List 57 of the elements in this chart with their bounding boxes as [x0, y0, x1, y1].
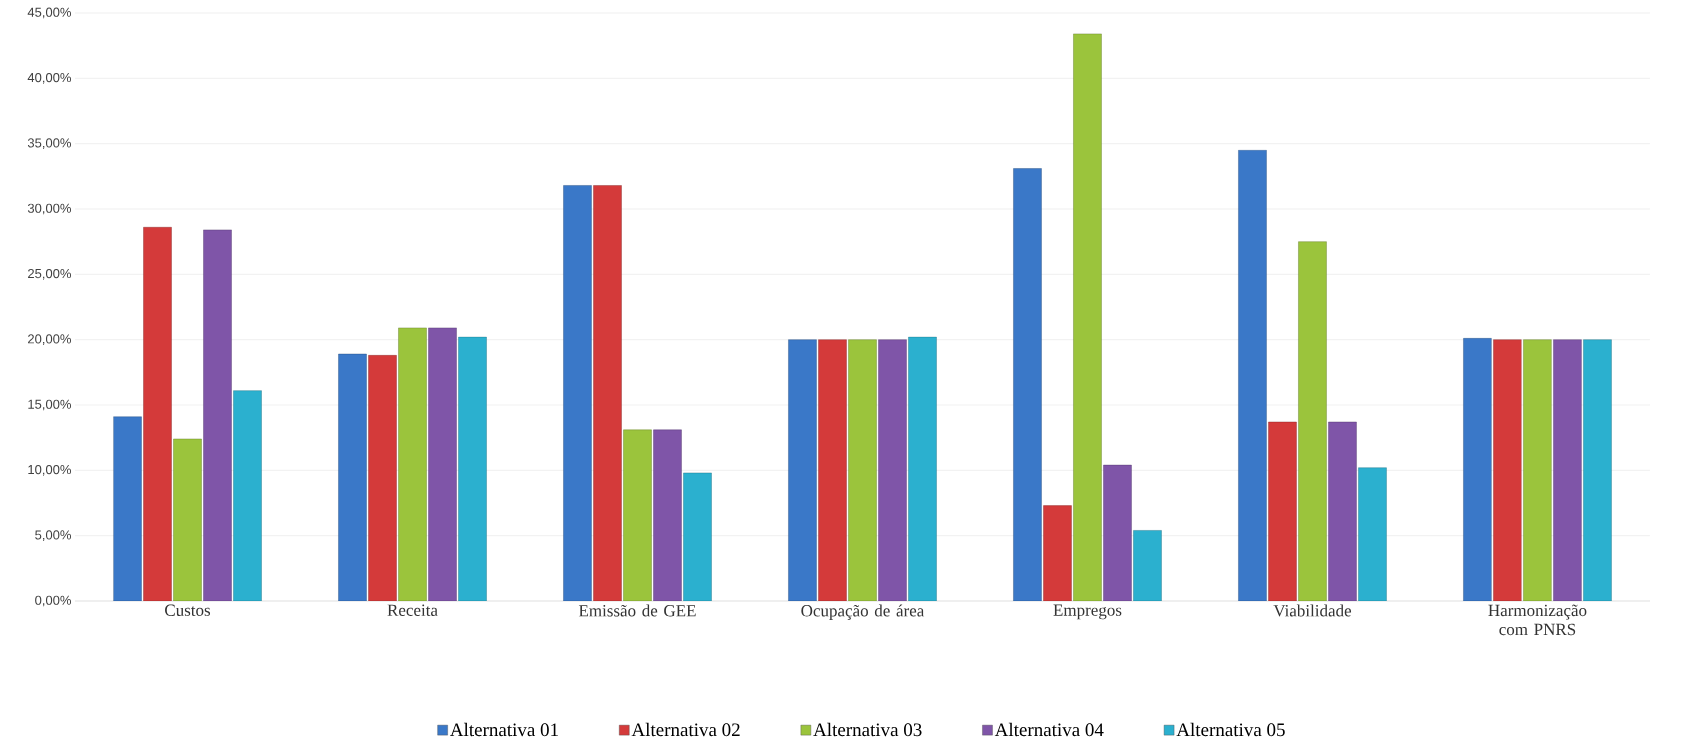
x-tick-label: Harmonização com PNRS: [1488, 604, 1587, 636]
bar: [1298, 241, 1327, 601]
x-tick-label: Receita: [387, 604, 438, 616]
y-tick-label: 5,00%: [35, 530, 72, 542]
bar: [368, 355, 397, 601]
legend-label: Alternativa 03: [813, 722, 922, 737]
bar: [623, 429, 652, 601]
x-tick-label: Emissão de GEE: [578, 604, 696, 617]
bar: [1133, 530, 1162, 601]
bar: [1493, 339, 1522, 601]
bar: [653, 429, 682, 601]
legend-label: Alternativa 05: [1176, 722, 1285, 737]
x-tick-label: Viabilidade: [1273, 604, 1352, 617]
y-tick-label: 25,00%: [28, 268, 72, 280]
bar: [1268, 421, 1297, 601]
bar: [428, 327, 457, 601]
bar: [233, 390, 262, 601]
bar: [173, 438, 202, 601]
bar: [1358, 467, 1387, 601]
bar: [458, 336, 487, 601]
y-tick-label: 30,00%: [27, 203, 72, 215]
legend-label: Alternativa 01: [450, 722, 558, 737]
bar: [908, 336, 937, 601]
bar: [788, 339, 817, 601]
y-tick-label: 0,00%: [35, 595, 72, 607]
bar: [683, 472, 712, 601]
bar: [848, 339, 877, 601]
bar: [818, 339, 847, 601]
bar: [1103, 464, 1132, 601]
bar: [1328, 421, 1357, 601]
bar: [1238, 150, 1267, 601]
y-tick-label: 10,00%: [28, 464, 72, 476]
bar: [398, 327, 427, 601]
bar: [563, 185, 592, 601]
bar: [1463, 338, 1492, 601]
y-tick-label: 15,00%: [28, 399, 72, 411]
bar: [593, 185, 622, 601]
bar: [1523, 339, 1552, 601]
bar: [113, 416, 142, 601]
legend-label: Alternativa 02: [631, 722, 740, 737]
bar: [203, 229, 232, 601]
x-tick-label: Ocupação de área: [801, 604, 925, 620]
y-tick-label: 40,00%: [27, 72, 72, 84]
bar: [338, 353, 367, 601]
bar: [1013, 168, 1042, 601]
bar: [1073, 33, 1102, 601]
bar: [878, 339, 907, 601]
bar: [1583, 339, 1612, 601]
bar: [1553, 339, 1582, 601]
bar: [143, 227, 172, 601]
y-tick-label: 35,00%: [27, 138, 72, 150]
x-tick-label: Empregos: [1053, 604, 1122, 620]
y-tick-label: 20,00%: [28, 334, 72, 346]
bar: [1043, 505, 1072, 601]
legend-label: Alternativa 04: [994, 722, 1104, 737]
x-tick-label: Custos: [165, 604, 211, 616]
y-tick-label: 45,00%: [27, 7, 72, 19]
